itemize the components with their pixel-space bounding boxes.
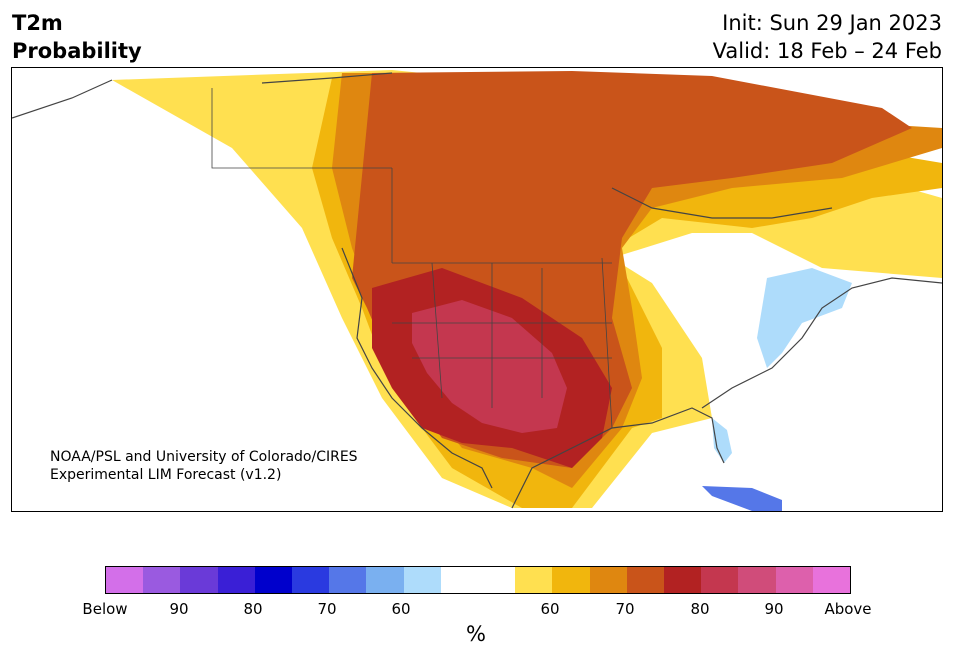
map-credit: NOAA/PSL and University of Colorado/CIRE…: [50, 448, 358, 484]
title-line-2: Probability: [12, 39, 142, 63]
coastline-outline: [12, 72, 942, 509]
colorbar-segment: [217, 567, 255, 593]
colorbar-segment: [589, 567, 627, 593]
colorbar-tick: 90: [764, 600, 784, 618]
colorbar-segment: [254, 567, 293, 593]
colorbar-segment: [552, 567, 590, 593]
colorbar-segment: [329, 567, 367, 593]
probability-map: [12, 70, 942, 511]
forecast-dates: Init: Sun 29 Jan 2023 Valid: 18 Feb – 24…: [713, 9, 942, 65]
colorbar-segment: [626, 567, 665, 593]
region-below-70-cuba: [702, 486, 782, 511]
colorbar-tick: Below: [82, 600, 128, 618]
colorbar-tick: 70: [615, 600, 635, 618]
chart-title: T2m Probability: [12, 9, 142, 65]
colorbar-tick: 60: [391, 600, 411, 618]
colorbar-segment: [143, 567, 181, 593]
colorbar-tick: 70: [317, 600, 337, 618]
credit-line-2: Experimental LIM Forecast (v1.2): [50, 467, 282, 483]
colorbar-segment: [515, 567, 553, 593]
valid-dates: Valid: 18 Feb – 24 Feb: [712, 39, 942, 63]
colorbar-segment: [738, 567, 776, 593]
credit-line-1: NOAA/PSL and University of Colorado/CIRE…: [50, 449, 358, 465]
colorbar-segment: [292, 567, 330, 593]
colorbar-segment: [366, 567, 404, 593]
colorbar-segment: [775, 567, 813, 593]
colorbar-segment: [664, 567, 702, 593]
colorbar-segment: [812, 567, 851, 593]
init-date: Init: Sun 29 Jan 2023: [722, 11, 942, 35]
colorbar-segment: [440, 567, 516, 593]
colorbar-tick: 90: [169, 600, 189, 618]
colorbar-segment: [106, 567, 144, 593]
map-panel: NOAA/PSL and University of Colorado/CIRE…: [11, 67, 943, 512]
colorbar-segment: [403, 567, 441, 593]
colorbar-segment: [180, 567, 218, 593]
region-below-60: [757, 268, 852, 368]
colorbar-tick: 80: [690, 600, 710, 618]
colorbar-tick: 80: [243, 600, 263, 618]
region-below-60-florida: [712, 418, 732, 463]
colorbar-segment: [701, 567, 739, 593]
colorbar-tick: 60: [540, 600, 560, 618]
title-line-1: T2m: [12, 11, 63, 35]
state-borders: [211, 88, 613, 429]
colorbar: [105, 566, 851, 594]
colorbar-unit: %: [466, 622, 486, 646]
colorbar-tick: Above: [824, 600, 872, 618]
region-above-max: [412, 300, 567, 433]
